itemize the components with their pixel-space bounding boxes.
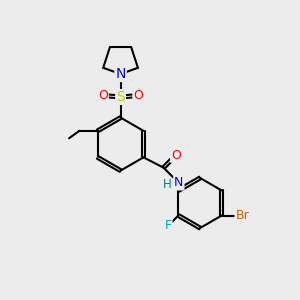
Text: O: O <box>171 149 181 162</box>
Text: O: O <box>98 89 108 102</box>
Text: N: N <box>116 67 126 81</box>
Text: Br: Br <box>236 209 249 222</box>
Text: F: F <box>164 219 172 232</box>
Text: O: O <box>133 89 143 102</box>
Text: N: N <box>174 176 184 190</box>
Text: H: H <box>163 178 172 191</box>
Text: S: S <box>116 90 125 104</box>
